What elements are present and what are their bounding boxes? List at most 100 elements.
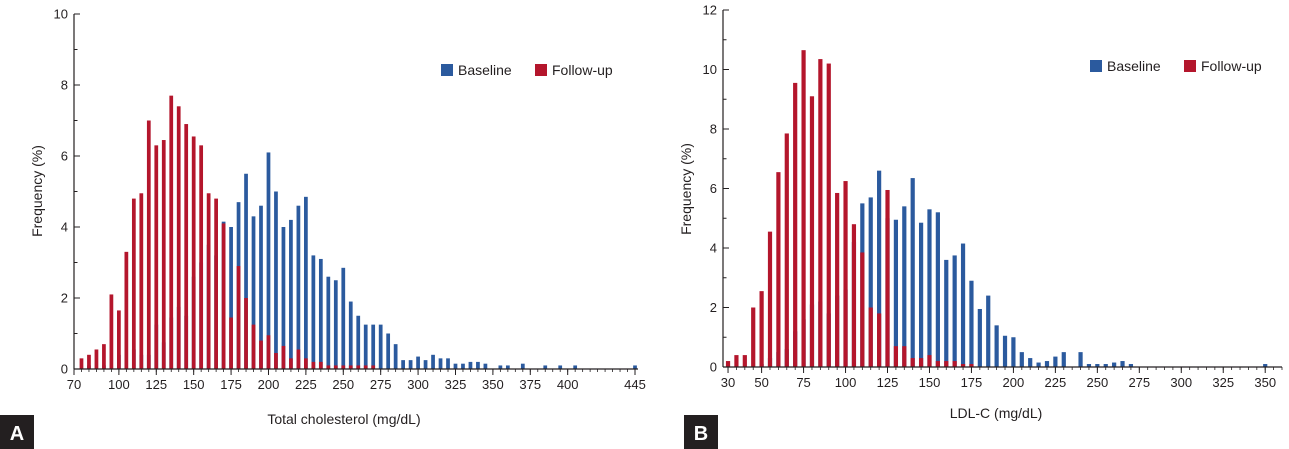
panel-b-baseline-bar <box>977 308 982 367</box>
panel-a-x-tick-label: 445 <box>624 377 646 392</box>
panel-b-baseline-bar <box>893 219 899 367</box>
panel-b-baseline-bar <box>1103 364 1108 367</box>
panel-a-baseline-bar <box>573 365 578 369</box>
panel-a-baseline-bar <box>408 360 413 370</box>
panel-a-baseline-bar <box>633 365 637 369</box>
panel-a-followup-bar <box>109 294 114 369</box>
panel-b-x-tick-label: 100 <box>835 375 857 390</box>
panel-a-x-axis-title: Total cholesterol (mg/dL) <box>267 411 420 427</box>
panel-a-baseline-bar <box>483 363 488 369</box>
panel-a-baseline-bar <box>558 365 563 369</box>
panel-a-baseline-bar <box>289 219 293 369</box>
panel-a-followup-bar <box>304 358 308 369</box>
panel-a-x-tick-label: 125 <box>145 377 167 392</box>
panel-a-followup-bar <box>169 95 174 370</box>
panel-a-followup-bar <box>274 353 278 369</box>
panel-b-followup-bar <box>927 355 932 367</box>
panel-b-baseline-bar <box>935 212 940 367</box>
panel-b-x-tick-label: 350 <box>1254 375 1276 390</box>
panel-b-legend-followup-swatch <box>1184 60 1196 72</box>
panel-b-legend-baseline-label: Baseline <box>1107 58 1161 74</box>
panel-a-x-tick-label: 70 <box>67 377 81 392</box>
panel-a-baseline-bar <box>259 205 263 369</box>
panel-a-x-tick-label: 200 <box>258 377 280 392</box>
panel-a-followup-bar <box>191 136 196 369</box>
panel-a-x-tick-label: 275 <box>370 377 392 392</box>
panel-a-followup-bar <box>161 140 166 369</box>
panel-b-baseline-bar <box>1028 358 1033 367</box>
panel-a-baseline-bar <box>274 191 278 369</box>
panel-a-followup-bar <box>333 365 338 369</box>
panel-a-followup-bar <box>281 345 286 369</box>
panel-a-followup-bar <box>296 349 301 369</box>
panel-b-baseline-bar <box>1061 352 1066 368</box>
panel-b-x-tick-label: 50 <box>754 375 768 390</box>
panel-b-baseline-bar <box>1036 362 1041 367</box>
panel-b-followup-bar <box>759 291 764 367</box>
panel-b-followup-bar <box>952 361 957 367</box>
panel-b-y-tick-label: 10 <box>703 62 717 77</box>
panel-b-followup-bar <box>935 361 940 367</box>
panel-b-followup-bar <box>809 96 815 367</box>
panel-a-baseline-bar <box>423 360 428 370</box>
panel-a-baseline-bar <box>326 276 331 369</box>
panel-a-baseline-bar <box>348 301 353 369</box>
panel-b-baseline-bar <box>1112 362 1117 367</box>
panel-a-baseline-bar <box>296 205 301 369</box>
panel-a-y-tick-label: 0 <box>61 362 68 377</box>
panel-b-x-tick-label: 30 <box>721 375 735 390</box>
panel-a-baseline-bar <box>386 333 391 369</box>
panel-a-followup-bar <box>236 266 241 369</box>
panel-b-followup-bar <box>835 192 840 367</box>
panel-a-baseline-bar <box>281 227 286 369</box>
panel-a-letter-badge <box>0 415 34 449</box>
panel-b-baseline-bar <box>1044 361 1050 367</box>
panel-b-baseline-bar <box>1120 361 1125 367</box>
panel-a-followup-bar <box>318 361 323 369</box>
panel-a-legend-baseline-label: Baseline <box>458 62 512 78</box>
panel-a-followup-bar <box>176 106 181 370</box>
panel-b-letter: B <box>694 423 708 445</box>
panel-b-baseline-bar <box>902 206 907 367</box>
panel-b-axes: 0 2 4 6 8 10 12 30 50 75 100 125 150 175 200 225 250 275 3… <box>703 3 1283 390</box>
panel-b-y-tick-label: 12 <box>703 3 717 18</box>
panel-b-followup-bar <box>776 172 781 367</box>
panel-a-baseline-bar <box>311 255 316 369</box>
panel-a-x-tick-label: 325 <box>445 377 467 392</box>
panel-a-legend: Baseline Follow-up <box>441 62 613 78</box>
panel-a-followup-bar <box>139 193 144 369</box>
panel-b-y-tick-label: 8 <box>710 122 717 137</box>
panel-b-x-tick-label: 275 <box>1128 375 1150 390</box>
panel-b-ldl-c-chart: 0 2 4 6 8 10 12 30 50 75 100 125 150 175 200 225 250 275 3… <box>678 3 1283 449</box>
panel-b-legend-baseline-swatch <box>1090 60 1102 72</box>
panel-b-baseline-bar <box>994 325 999 367</box>
panel-a-baseline-bar <box>229 227 233 369</box>
panel-b-baseline-bar <box>1078 352 1083 368</box>
panel-a-followup-bar <box>199 145 204 369</box>
panel-a-bars <box>79 95 637 370</box>
panel-a-followup-bar <box>251 324 256 370</box>
panel-a-followup-bar <box>221 223 226 369</box>
panel-b-x-tick-label: 125 <box>877 375 899 390</box>
panel-b-followup-bar <box>725 361 731 367</box>
panel-a-baseline-bar <box>468 361 473 369</box>
panel-a-baseline-bar <box>476 361 480 369</box>
panel-a-followup-bar <box>206 193 211 369</box>
panel-a-followup-bar <box>102 344 106 369</box>
panel-a-baseline-bar <box>438 358 443 369</box>
panel-a-baseline-bar <box>453 363 458 369</box>
panel-b-followup-bar <box>918 358 924 367</box>
panel-a-baseline-bar <box>498 365 503 369</box>
panel-a-followup-bar <box>363 365 368 369</box>
panel-b-baseline-bar <box>1019 352 1024 368</box>
panel-b-followup-bar <box>893 346 899 367</box>
panel-b-y-tick-label: 2 <box>710 300 717 315</box>
panel-a-followup-bar <box>229 317 233 369</box>
panel-a-followup-bar <box>214 198 218 369</box>
panel-a-baseline-bar <box>393 344 398 369</box>
panel-b-followup-bar <box>784 133 789 367</box>
panel-a-followup-bar <box>87 354 91 369</box>
panel-a-y-tick-label: 6 <box>61 149 68 164</box>
panel-a-followup-bar <box>266 335 271 369</box>
